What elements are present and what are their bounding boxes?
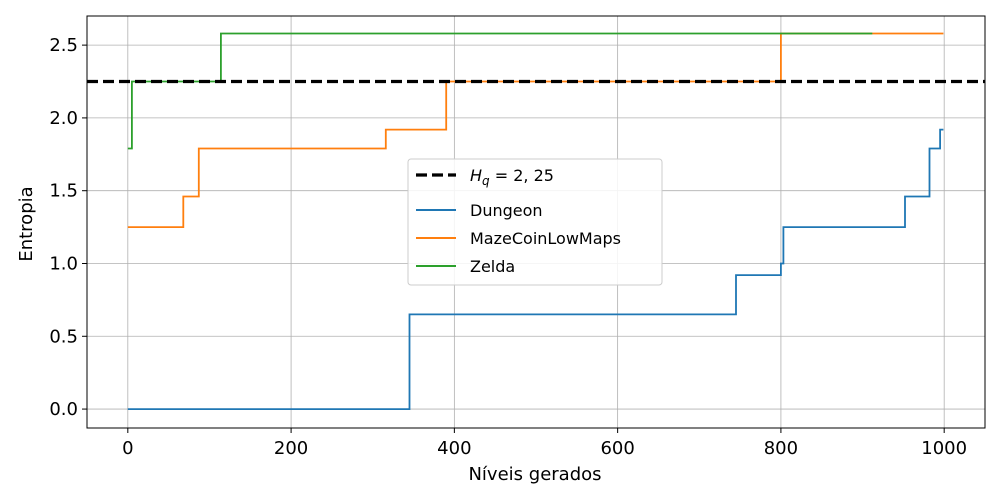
series-line-dungeon	[127, 128, 944, 411]
x-tick-label: 0	[122, 438, 133, 459]
x-tick-label: 400	[437, 438, 471, 459]
legend-box	[407, 158, 663, 286]
y-tick-label: 0.5	[49, 326, 78, 347]
legend-label-mazecoinlowmaps: MazeCoinLowMaps	[470, 229, 621, 248]
x-tick-label: 800	[764, 438, 798, 459]
plot-frame	[86, 15, 986, 429]
series-lines	[87, 32, 985, 411]
y-axis-label: Entropia	[16, 186, 37, 261]
ticks: 0 200 400 600 800 1000 0.0 0.5 1.0 1.5 2.0 2.5	[49, 35, 967, 459]
legend-label-zelda: Zelda	[470, 257, 515, 276]
x-axis-label: Níveis gerados	[468, 464, 601, 485]
legend-label-dungeon: Dungeon	[470, 201, 543, 220]
y-tick-label: 1.5	[49, 181, 78, 202]
x-tick-label: 1000	[921, 438, 967, 459]
y-tick-label: 2.5	[49, 35, 78, 56]
legend: Hq = 2, 25 Dungeon MazeCoinLowMaps Zelda	[407, 158, 663, 286]
legend-label-reference: Hq = 2, 25	[470, 166, 554, 188]
x-tick-label: 600	[600, 438, 634, 459]
y-tick-label: 2.0	[49, 108, 78, 129]
series-line-mazecoinlowmaps	[127, 32, 944, 229]
x-tick-label: 200	[274, 438, 308, 459]
series-line-zelda	[127, 32, 873, 150]
y-tick-label: 1.0	[49, 253, 78, 274]
y-tick-label: 0.0	[49, 399, 78, 420]
